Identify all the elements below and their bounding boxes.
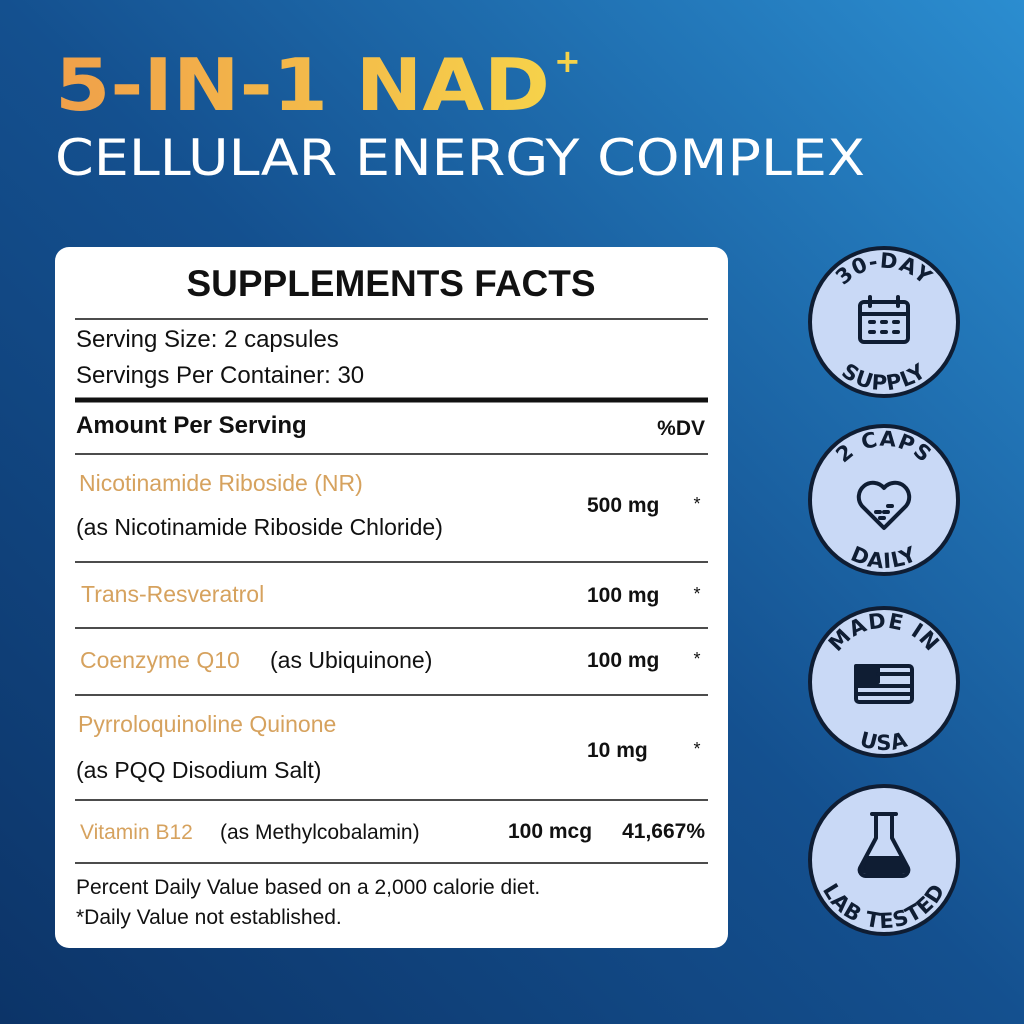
ingredient-detail: (as PQQ Disodium Salt) (76, 757, 321, 783)
serving-size: Serving Size: 2 capsules (76, 326, 339, 353)
title: 5-IN-1 NAD (55, 43, 550, 127)
ingredient-detail: (as Nicotinamide Riboside Chloride) (76, 514, 443, 540)
ingredient-detail: (as Ubiquinone) (270, 647, 432, 673)
ingredient-amount: 10 mg (587, 739, 648, 762)
badges: 30-DAY SUPPLY 2 CAPS DAILY MADE IN USA L… (808, 246, 960, 936)
ingredient-name: Pyrroloquinoline Quinone (78, 711, 336, 737)
ingredient-amount: 500 mg (587, 494, 659, 517)
ingredient-name: Nicotinamide Riboside (NR) (79, 470, 363, 496)
dv-header: %DV (657, 417, 705, 440)
facts-title: SUPPLEMENTS FACTS (186, 263, 595, 304)
ingredient-detail: (as Methylcobalamin) (220, 821, 420, 844)
calendar-icon (858, 295, 910, 344)
badge (808, 606, 960, 758)
subtitle: CELLULAR ENERGY COMPLEX (55, 129, 865, 187)
title-superscript: + (554, 42, 581, 80)
ingredient-dv: * (693, 739, 700, 759)
heart-icon (856, 480, 912, 530)
ingredient-dv: * (693, 649, 700, 669)
facts-card (55, 247, 728, 948)
badge-text: USA (858, 727, 911, 755)
ingredient-name: Vitamin B12 (80, 821, 193, 844)
ingredient-name: Trans-Resveratrol (81, 581, 264, 607)
ingredient-dv: * (693, 494, 700, 514)
ingredient-amount: 100 mcg (508, 820, 592, 843)
servings-per-container: Servings Per Container: 30 (76, 362, 364, 389)
badge-bottom: USA (858, 727, 910, 755)
flask-icon (857, 812, 911, 878)
ingredient-dv: * (693, 584, 700, 604)
ingredient-amount: 100 mg (587, 649, 659, 672)
footnote: *Daily Value not established. (76, 906, 342, 929)
footnote: Percent Daily Value based on a 2,000 cal… (76, 876, 540, 899)
ingredient-name: Coenzyme Q10 (80, 647, 240, 673)
amount-header: Amount Per Serving (76, 412, 307, 439)
badge (808, 424, 960, 576)
ingredient-amount: 100 mg (587, 584, 659, 607)
ingredient-dv: 41,667% (622, 820, 705, 843)
facts-panel: SUPPLEMENTS FACTS Serving Size: 2 capsul… (75, 263, 708, 929)
flag-icon (854, 664, 914, 704)
